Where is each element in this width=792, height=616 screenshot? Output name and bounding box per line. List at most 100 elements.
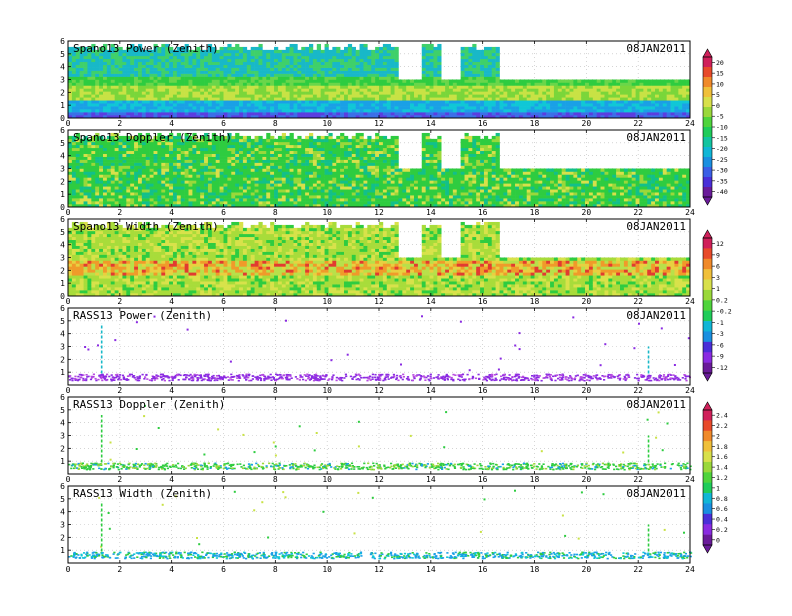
heatmap-cell [472, 88, 476, 91]
heatmap-cell [177, 148, 181, 151]
heatmap-cell [628, 80, 632, 83]
heatmap-cell [360, 103, 364, 106]
heatmap-cell [566, 88, 570, 91]
heatmap-cell [577, 94, 581, 97]
heatmap-cell [286, 62, 290, 65]
heatmap-cell [72, 82, 76, 85]
heatmap-cell [103, 56, 107, 59]
heatmap-cell [328, 65, 332, 68]
heatmap-cell [181, 109, 185, 112]
heatmap-cell [99, 65, 103, 68]
heatmap-cell [247, 62, 251, 65]
heatmap-cell [115, 148, 119, 151]
heatmap-cell [278, 91, 282, 94]
heatmap-cell [352, 82, 356, 85]
heatmap-cell [196, 180, 200, 183]
heatmap-cell [91, 100, 95, 103]
heatmap-cell [332, 106, 336, 109]
heatmap-cell [297, 77, 301, 80]
heatmap-cell [577, 85, 581, 88]
heatmap-cell [200, 109, 204, 112]
heatmap-cell [142, 169, 146, 172]
heatmap-cell [492, 91, 496, 94]
heatmap-cell [161, 91, 165, 94]
heatmap-cell [344, 62, 348, 65]
heatmap-cell [87, 180, 91, 183]
heatmap-cell [309, 103, 313, 106]
heatmap-cell [266, 56, 270, 59]
heatmap-cell [293, 53, 297, 56]
heatmap-cell [282, 157, 286, 160]
heatmap-cell [313, 53, 317, 56]
heatmap-cell [169, 163, 173, 166]
heatmap-cell [301, 183, 305, 186]
heatmap-cell [134, 148, 138, 151]
heatmap-cell [122, 201, 126, 204]
heatmap-cell [671, 100, 675, 103]
heatmap-cell [157, 103, 161, 106]
heatmap-cell [130, 148, 134, 151]
heatmap-cell [503, 91, 507, 94]
heatmap-cell [111, 151, 115, 154]
heatmap-cell [107, 192, 111, 195]
heatmap-cell [290, 151, 294, 154]
heatmap-cell [608, 112, 612, 115]
heatmap-cell [336, 139, 340, 142]
heatmap-cell [321, 166, 325, 169]
heatmap-cell [161, 77, 165, 80]
heatmap-cell [682, 109, 686, 112]
heatmap-cell [165, 59, 169, 62]
heatmap-cell [336, 160, 340, 163]
heatmap-cell [379, 109, 383, 112]
heatmap-cell [196, 169, 200, 172]
heatmap-cell [243, 139, 247, 142]
heatmap-cell [682, 106, 686, 109]
heatmap-cell [282, 192, 286, 195]
heatmap-cell [270, 97, 274, 100]
heatmap-cell [266, 97, 270, 100]
heatmap-cell [336, 56, 340, 59]
heatmap-cell [216, 192, 220, 195]
heatmap-cell [367, 82, 371, 85]
heatmap-cell [95, 74, 99, 77]
heatmap-cell [239, 183, 243, 186]
heatmap-cell [309, 192, 313, 195]
heatmap-cell [628, 109, 632, 112]
heatmap-cell [457, 106, 461, 109]
heatmap-cell [84, 198, 88, 201]
heatmap-cell [157, 74, 161, 77]
heatmap-cell [437, 74, 441, 77]
heatmap-cell [216, 171, 220, 174]
heatmap-cell [293, 85, 297, 88]
heatmap-cell [348, 94, 352, 97]
heatmap-cell [290, 189, 294, 192]
heatmap-cell [321, 157, 325, 160]
heatmap-cell [336, 180, 340, 183]
heatmap-cell [336, 91, 340, 94]
heatmap-cell [328, 136, 332, 139]
heatmap-cell [445, 112, 449, 115]
heatmap-cell [266, 157, 270, 160]
heatmap-cell [328, 56, 332, 59]
heatmap-cell [239, 56, 243, 59]
heatmap-cell [177, 77, 181, 80]
heatmap-cell [278, 103, 282, 106]
heatmap-cell [84, 100, 88, 103]
heatmap-cell [430, 103, 434, 106]
heatmap-cell [531, 106, 535, 109]
heatmap-cell [204, 195, 208, 198]
heatmap-cell [410, 82, 414, 85]
heatmap-cell [371, 85, 375, 88]
heatmap-cell [340, 183, 344, 186]
heatmap-cell [305, 160, 309, 163]
heatmap-cell [247, 157, 251, 160]
heatmap-cell [375, 53, 379, 56]
heatmap-cell [406, 103, 410, 106]
heatmap-cell [262, 59, 266, 62]
heatmap-cell [231, 148, 235, 151]
heatmap-cell [278, 186, 282, 189]
heatmap-cell [286, 80, 290, 83]
heatmap-cell [383, 62, 387, 65]
heatmap-cell [527, 85, 531, 88]
heatmap-cell [476, 103, 480, 106]
